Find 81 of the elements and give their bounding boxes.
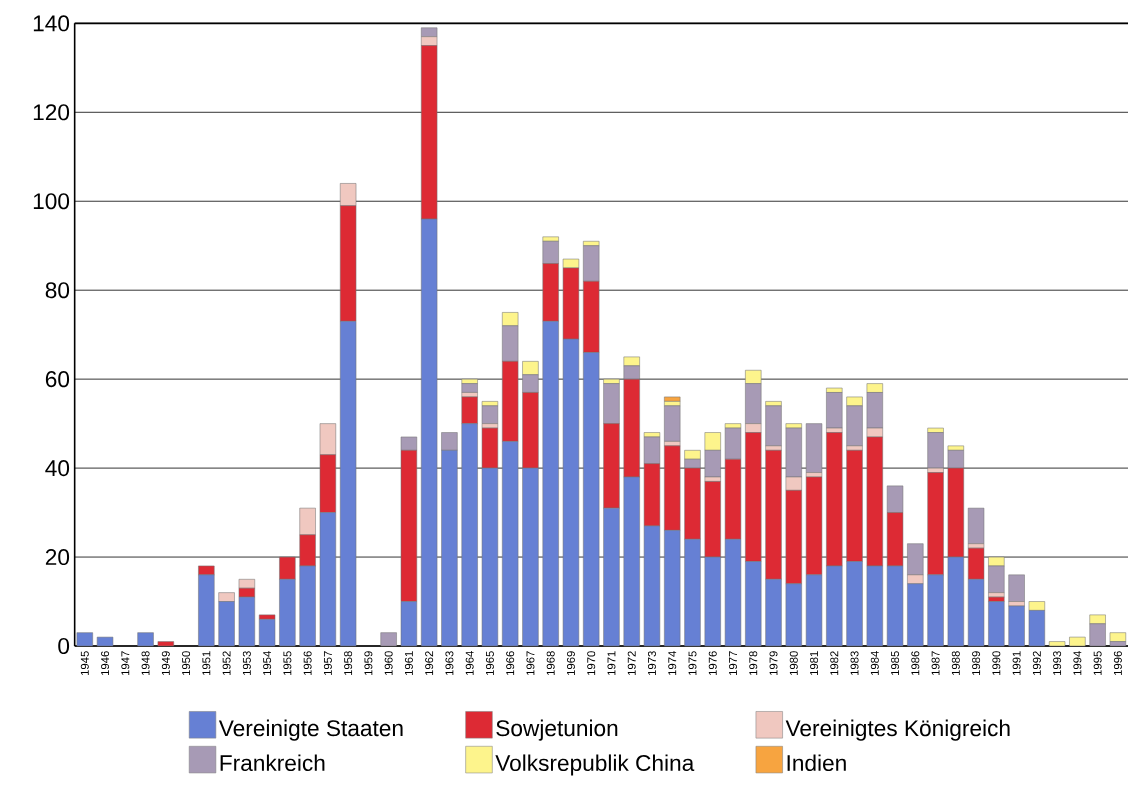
bar bbox=[96, 636, 114, 647]
x-tick-label: 1961 bbox=[404, 651, 413, 676]
y-tick-label: 0 bbox=[58, 637, 70, 655]
x-tick-label: 1978 bbox=[749, 651, 758, 676]
y-tick-label: 40 bbox=[45, 460, 70, 477]
bar bbox=[137, 632, 154, 647]
y-tick-label: 120 bbox=[33, 104, 70, 121]
x-tick-label: 1958 bbox=[344, 651, 353, 676]
x-tick-label: 1946 bbox=[101, 651, 110, 676]
x-tick-label: 1970 bbox=[587, 651, 596, 676]
x-tick-label: 1972 bbox=[627, 651, 636, 676]
y-tick-label: 100 bbox=[33, 193, 70, 210]
legend-label: Volksrepublik China bbox=[495, 754, 695, 776]
x-tick-label: 1947 bbox=[121, 651, 130, 676]
x-tick-label: 1968 bbox=[546, 651, 555, 676]
y-tick-label: 140 bbox=[33, 15, 70, 32]
bar bbox=[664, 396, 681, 402]
x-tick-label: 1986 bbox=[911, 651, 920, 676]
x-tick-label: 1990 bbox=[992, 651, 1001, 676]
bar bbox=[805, 423, 823, 473]
bar bbox=[157, 641, 174, 647]
legend-label: Vereinigtes Königreich bbox=[785, 719, 1010, 741]
x-tick-label: 1969 bbox=[566, 651, 575, 676]
bar bbox=[1008, 574, 1025, 602]
x-tick-label: 1988 bbox=[951, 651, 960, 676]
x-tick-label: 1984 bbox=[870, 651, 879, 676]
x-tick-label: 1995 bbox=[1093, 651, 1102, 676]
x-tick-label: 1954 bbox=[263, 651, 272, 676]
x-tick-label: 1974 bbox=[668, 651, 677, 676]
y-tick-label: 20 bbox=[45, 549, 70, 566]
bar bbox=[765, 405, 782, 447]
x-tick-label: 1967 bbox=[526, 651, 535, 676]
x-tick-label: 1975 bbox=[688, 651, 697, 676]
bar bbox=[664, 405, 681, 442]
x-tick-label: 1996 bbox=[1113, 651, 1122, 676]
bar bbox=[967, 507, 985, 544]
x-tick-label: 1966 bbox=[506, 651, 515, 676]
x-tick-label: 1963 bbox=[445, 651, 454, 676]
x-tick-label: 1993 bbox=[1053, 651, 1062, 676]
x-tick-label: 1949 bbox=[161, 651, 170, 676]
x-tick-label: 1952 bbox=[222, 651, 231, 676]
x-tick-label: 1973 bbox=[647, 651, 656, 676]
bar bbox=[1069, 636, 1086, 647]
x-tick-label: 1994 bbox=[1073, 651, 1082, 676]
y-tick-label: 60 bbox=[45, 371, 70, 388]
bar bbox=[1048, 641, 1066, 647]
x-tick-label: 1977 bbox=[729, 651, 738, 676]
x-tick-label: 1983 bbox=[850, 651, 859, 676]
x-tick-label: 1976 bbox=[708, 651, 717, 676]
x-tick-label: 1980 bbox=[789, 651, 798, 676]
x-tick-label: 1955 bbox=[283, 651, 292, 676]
bar bbox=[380, 632, 397, 647]
x-tick-label: 1991 bbox=[1012, 651, 1021, 676]
x-tick-label: 1971 bbox=[607, 651, 616, 676]
x-tick-label: 1964 bbox=[465, 651, 474, 676]
x-tick-label: 1960 bbox=[384, 651, 393, 676]
legend-label: Sowjetunion bbox=[496, 719, 618, 741]
x-tick-label: 1985 bbox=[891, 651, 900, 676]
x-tick-label: 1945 bbox=[80, 651, 89, 676]
y-tick-label: 80 bbox=[45, 282, 70, 299]
legend-label: Indien bbox=[787, 754, 846, 772]
x-tick-label: 1962 bbox=[425, 651, 434, 676]
x-tick-label: 1982 bbox=[830, 651, 839, 676]
x-tick-label: 1989 bbox=[972, 651, 981, 676]
legend-label: Frankreich bbox=[220, 754, 325, 772]
legend-label: Vereinigte Staaten bbox=[218, 719, 403, 741]
x-tick-label: 1956 bbox=[303, 651, 312, 676]
bar bbox=[76, 632, 93, 647]
x-tick-label: 1957 bbox=[323, 651, 332, 676]
x-tick-label: 1953 bbox=[242, 651, 251, 676]
x-tick-label: 1951 bbox=[202, 651, 211, 676]
x-tick-label: 1965 bbox=[485, 651, 494, 676]
x-tick-label: 1981 bbox=[810, 651, 819, 676]
bar bbox=[1008, 605, 1025, 647]
x-tick-label: 1950 bbox=[182, 651, 191, 676]
x-tick-label: 1959 bbox=[364, 651, 373, 676]
x-tick-label: 1948 bbox=[141, 651, 150, 676]
bar bbox=[481, 405, 499, 424]
x-tick-label: 1979 bbox=[769, 651, 778, 676]
x-tick-label: 1987 bbox=[931, 651, 940, 676]
x-tick-label: 1992 bbox=[1032, 651, 1041, 676]
